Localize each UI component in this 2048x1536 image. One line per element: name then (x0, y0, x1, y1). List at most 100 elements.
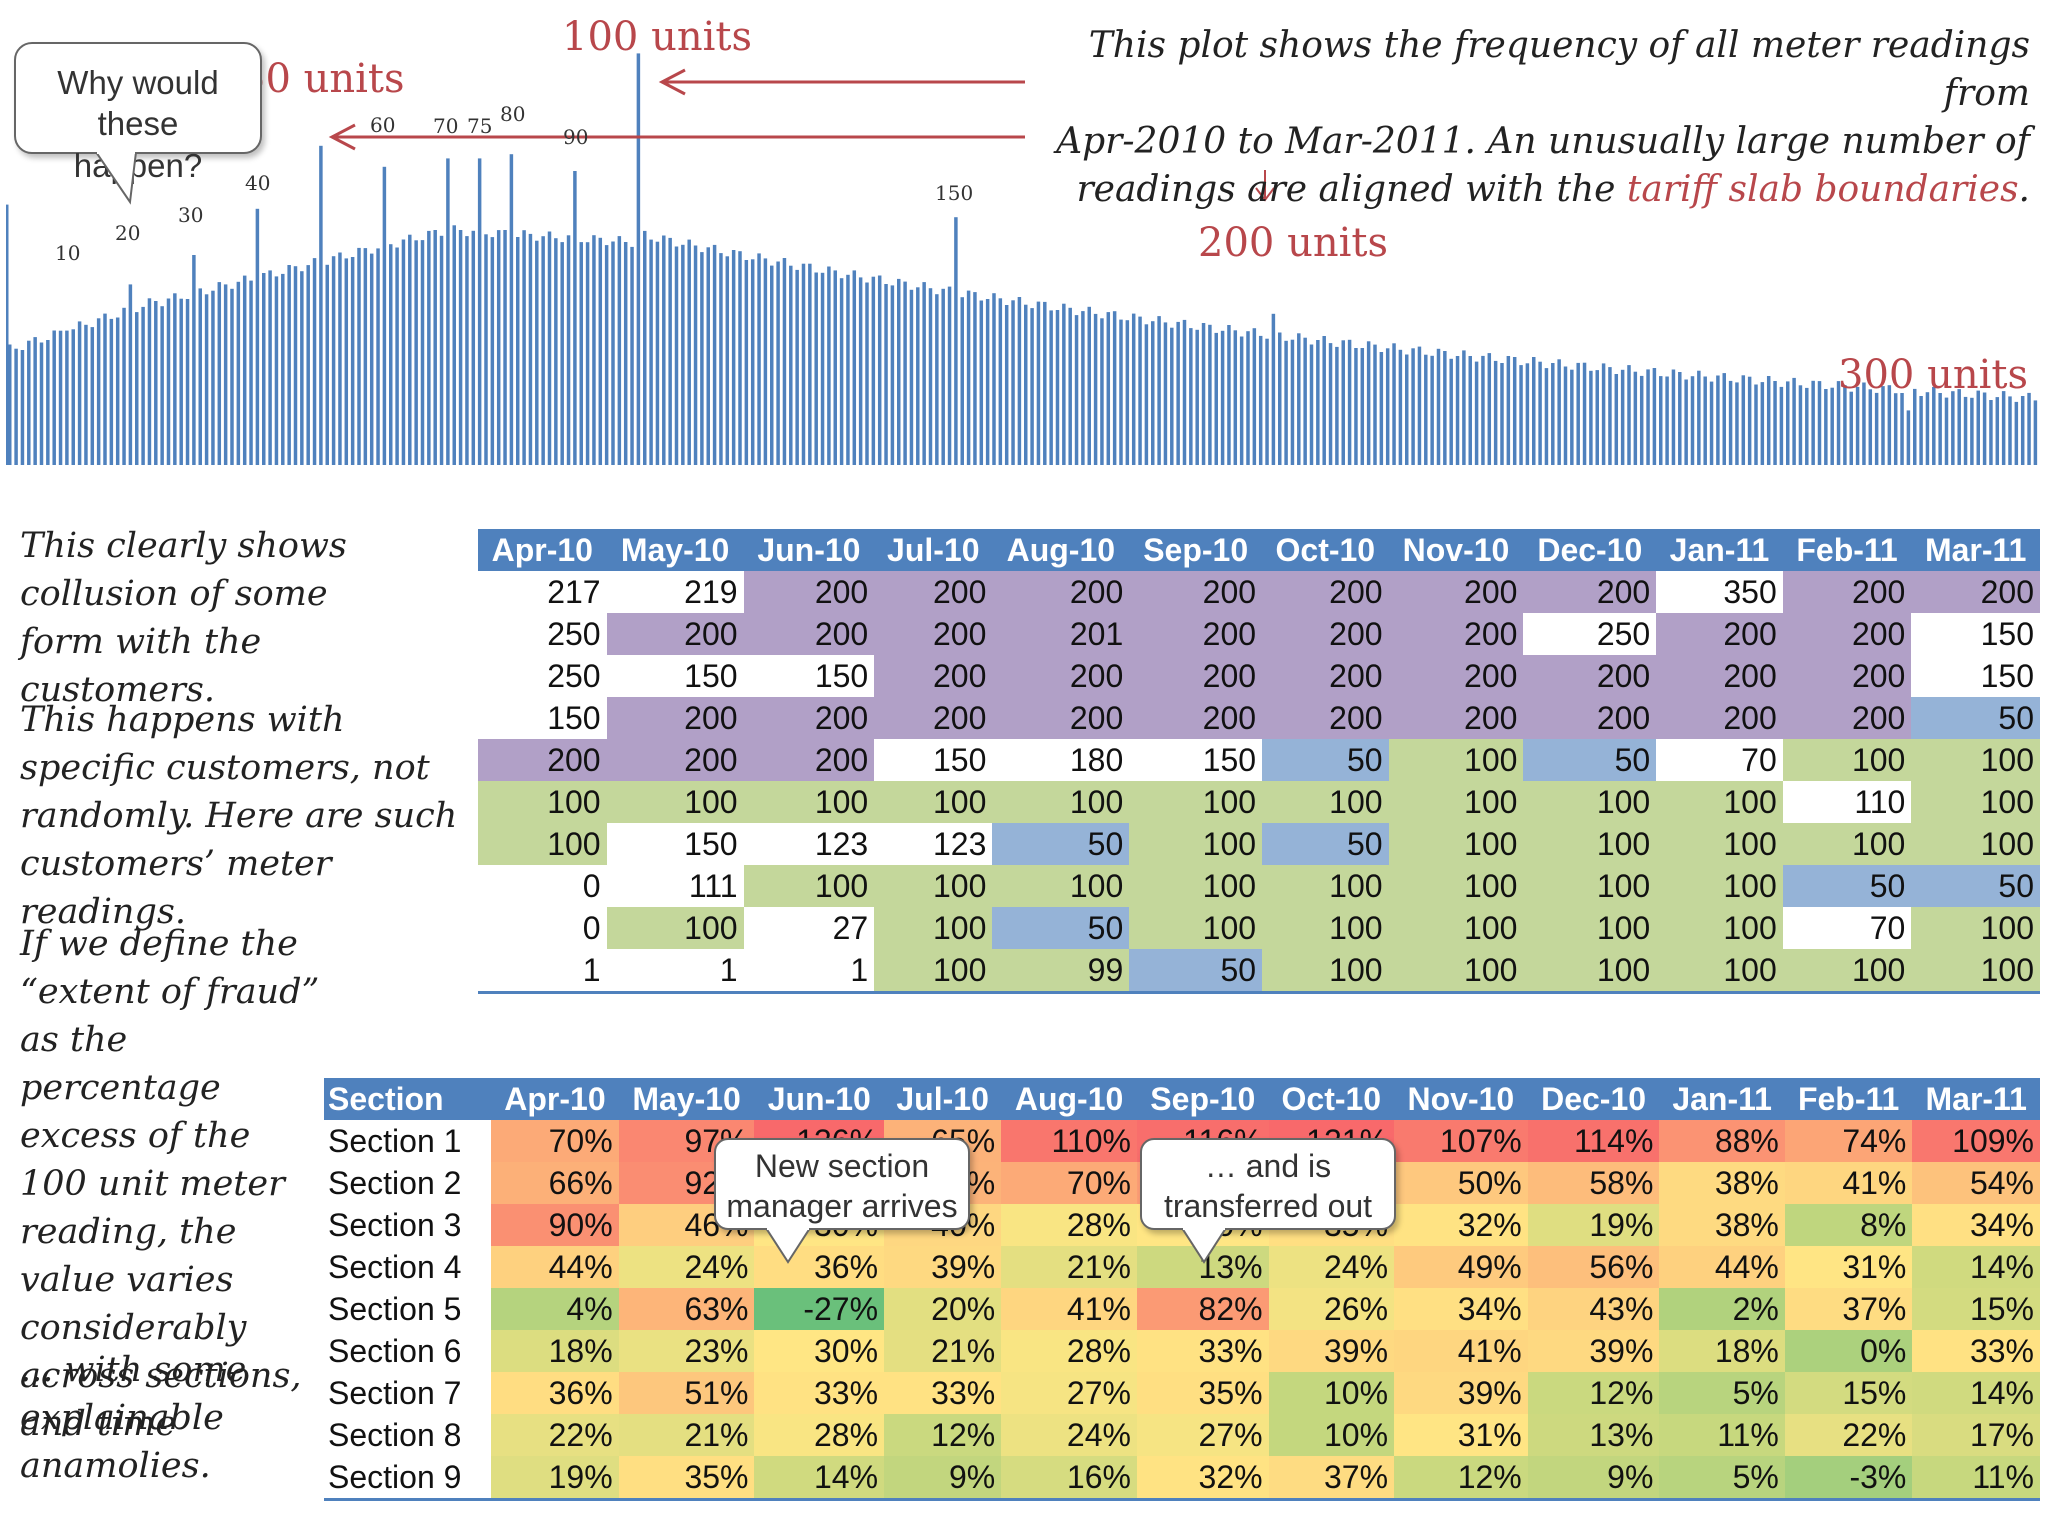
spike-bar-30 (192, 255, 196, 465)
reading-cell: 200 (992, 697, 1130, 739)
spike-bar-60 (382, 166, 387, 466)
histogram-bar (1557, 359, 1561, 465)
histogram-bar (1385, 348, 1390, 465)
histogram-bar (1284, 340, 1288, 465)
fraud-extent-cell: 23% (618, 1330, 755, 1372)
histogram-bar (1258, 335, 1263, 465)
reading-cell: 50 (1911, 697, 2040, 739)
histogram-bar (643, 230, 647, 465)
histogram-bar (687, 239, 691, 465)
fraud-extent-cell: 33% (754, 1372, 885, 1414)
reading-cell: 200 (606, 739, 744, 781)
label-50-units: 50 units (240, 56, 405, 102)
histogram-bar (1335, 346, 1339, 465)
reading-cell: 100 (1262, 907, 1389, 949)
reading-cell: 0 (478, 907, 607, 949)
reading-cell: 100 (1129, 907, 1263, 949)
histogram-bar (414, 240, 418, 465)
histogram-bar (630, 246, 634, 465)
caption-line-3a: readings are aligned with the (1076, 169, 1627, 210)
histogram-bar (1125, 320, 1130, 465)
tariff-slab-text: tariff slab boundaries (1626, 169, 2019, 210)
histogram-bar (738, 251, 742, 465)
reading-cell: 200 (606, 613, 744, 655)
fraud-extent-cell: 41% (1394, 1330, 1528, 1372)
histogram-bar (8, 344, 12, 465)
histogram-bar (1747, 376, 1752, 465)
reading-cell: 200 (1388, 655, 1524, 697)
histogram-bar (14, 348, 18, 465)
fraud-extent-cell: -27% (754, 1288, 885, 1330)
histogram-bar (1392, 343, 1396, 465)
histogram-bar (1519, 365, 1523, 465)
fraud-extent-cell: 22% (1784, 1414, 1913, 1456)
histogram-bar (1430, 355, 1434, 465)
histogram-bar (1646, 369, 1650, 465)
histogram-bar (973, 292, 977, 465)
column-header-jun-10: Jun-10 (743, 529, 875, 571)
fraud-extent-cell: 21% (618, 1414, 755, 1456)
spike-label-90: 90 (563, 125, 588, 149)
histogram-bar (1366, 341, 1371, 465)
reading-cell: 100 (1388, 907, 1524, 949)
reading-cell: 50 (1911, 865, 2040, 907)
histogram-bar (154, 301, 158, 465)
histogram-bar (1855, 386, 1860, 465)
histogram-bar (465, 236, 469, 465)
reading-cell: 200 (1782, 613, 1912, 655)
fraud-extent-cell: 43% (1527, 1288, 1660, 1330)
histogram-bar (839, 278, 844, 465)
histogram-bar (909, 289, 914, 465)
histogram-bar (293, 266, 298, 465)
histogram-bar (1690, 376, 1695, 465)
histogram-bar (1735, 382, 1739, 465)
histogram-bar (877, 275, 882, 465)
histogram-bar (668, 237, 672, 465)
histogram-bar (363, 248, 368, 465)
reading-cell: 150 (874, 739, 993, 781)
histogram-bar (331, 256, 336, 465)
callout-tail (766, 1228, 812, 1264)
reading-cell: 201 (992, 613, 1130, 655)
histogram-bar (1043, 301, 1047, 465)
histogram-bar (357, 247, 361, 465)
column-header-jun-10: Jun-10 (754, 1078, 885, 1120)
reading-cell: 100 (743, 781, 875, 823)
reading-cell: 99 (992, 949, 1130, 993)
histogram-bar (1538, 361, 1542, 465)
histogram-bar (1360, 348, 1365, 465)
histogram-bar (1678, 372, 1682, 465)
histogram-bar (1163, 322, 1168, 465)
histogram-bar (1608, 367, 1612, 465)
histogram-bar (1030, 308, 1034, 465)
histogram-bar (1246, 331, 1250, 465)
histogram-bar (1474, 361, 1479, 465)
side-text-3: If we define the “extent of fraud” as th… (20, 924, 320, 1444)
fraud-extent-heatmap: Section Apr-10 May-10 Jun-10 Jul-10 Aug-10 Sep… (324, 1078, 2040, 1501)
histogram-bar (338, 252, 342, 465)
section-label: Section 1 (324, 1120, 492, 1162)
reading-cell: 200 (743, 739, 875, 781)
fraud-extent-cell: 21% (1001, 1246, 1137, 1288)
spike-bar-10 (65, 330, 69, 465)
caption-line-1: This plot shows the frequency of all met… (1088, 25, 2030, 114)
histogram-bar (649, 239, 653, 465)
reading-cell: 200 (874, 697, 993, 739)
histogram-bar (325, 264, 329, 465)
column-header-oct-10: Oct-10 (1268, 1078, 1395, 1120)
fraud-extent-cell: 39% (1527, 1330, 1660, 1372)
histogram-bar (1443, 351, 1447, 465)
histogram-bar (579, 242, 583, 465)
histogram-bar (750, 259, 755, 465)
reading-cell: 200 (1523, 655, 1657, 697)
histogram-bar (1932, 386, 1936, 465)
histogram-bar (1627, 365, 1631, 465)
histogram-bar (420, 240, 425, 465)
histogram-bar (1493, 360, 1498, 465)
section-label: Section 5 (324, 1288, 492, 1330)
reading-cell: 100 (1656, 949, 1783, 993)
reading-cell: 200 (1262, 571, 1389, 613)
histogram-bar (204, 294, 209, 465)
fraud-extent-cell: 24% (618, 1246, 755, 1288)
reading-cell: 200 (1129, 571, 1263, 613)
